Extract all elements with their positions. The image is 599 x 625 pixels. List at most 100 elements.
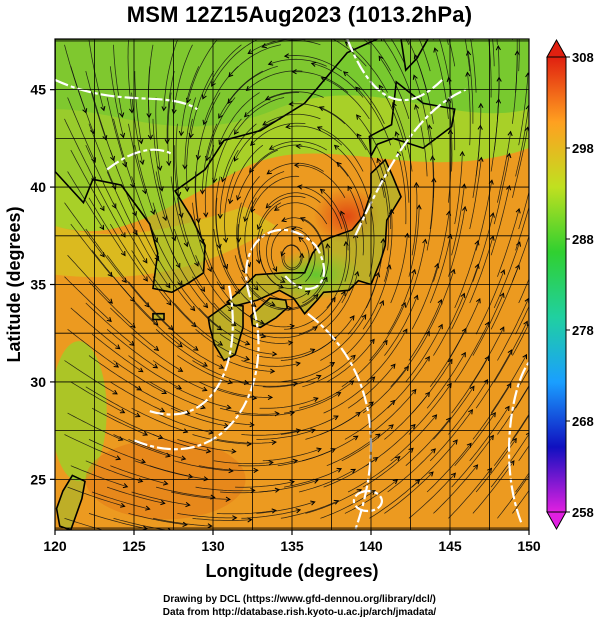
streamline	[234, 328, 293, 344]
streamline-arrow	[267, 60, 274, 66]
streamline-arrow	[455, 0, 459, 4]
streamline	[405, 324, 443, 383]
streamline	[336, 162, 367, 225]
streamline-arrow	[145, 505, 151, 511]
streamline	[128, 439, 186, 460]
streamline	[334, 145, 370, 203]
streamline-arrow	[349, 380, 355, 386]
streamline-arrow	[435, 27, 439, 31]
streamline-arrow	[228, 468, 234, 474]
streamline	[326, 241, 347, 309]
x-tick-label: 145	[438, 538, 462, 554]
streamline-arrow	[319, 188, 326, 194]
streamline	[390, 331, 430, 388]
streamline	[213, 460, 273, 464]
streamline-arrow	[233, 129, 239, 135]
streamline	[448, 39, 456, 67]
contour-line	[149, 284, 234, 416]
streamline	[259, 479, 318, 493]
streamline	[149, 307, 199, 351]
streamline-arrow	[336, 161, 342, 168]
streamline-arrow	[297, 184, 303, 190]
streamline	[429, 409, 473, 462]
streamline	[497, 208, 520, 277]
colorbar-tick-label: 278	[572, 323, 594, 338]
y-tick-label: 35	[30, 277, 46, 293]
streamline-arrow	[153, 320, 159, 326]
streamline	[238, 307, 295, 328]
streamline-arrow	[120, 502, 126, 508]
streamline	[216, 510, 276, 515]
streamline	[411, 359, 453, 414]
streamline-arrow	[142, 430, 149, 436]
streamline	[170, 176, 188, 247]
streamline	[464, 39, 471, 72]
streamline	[234, 97, 285, 135]
streamline	[454, 151, 463, 225]
streamline	[280, 415, 339, 435]
streamline-arrow	[223, 237, 229, 244]
streamline-arrow	[299, 252, 305, 259]
streamline	[106, 171, 138, 235]
streamline-arrow	[433, 47, 439, 53]
streamline	[128, 197, 159, 261]
streamline	[234, 255, 275, 306]
streamline-arrow	[376, 157, 382, 164]
streamline	[266, 192, 321, 209]
streamline	[186, 118, 193, 192]
streamline	[192, 360, 249, 384]
streamline-arrow	[113, 362, 120, 368]
streamline	[197, 92, 221, 160]
contour-line	[507, 361, 529, 523]
streamline	[166, 71, 175, 144]
streamline	[198, 307, 250, 345]
streamline	[134, 228, 171, 288]
streamline	[195, 150, 200, 223]
streamline-arrow	[488, 179, 494, 185]
streamline	[109, 223, 148, 282]
streamline	[67, 255, 113, 304]
streamline	[518, 73, 529, 146]
x-tick-label: 130	[201, 538, 225, 554]
streamline-arrow	[253, 467, 259, 474]
streamline-arrow	[473, 464, 479, 470]
streamline-arrow	[312, 326, 318, 332]
streamline	[70, 465, 128, 488]
streamline	[475, 103, 482, 177]
streamline	[362, 448, 414, 488]
streamline	[448, 379, 488, 435]
streamline	[366, 424, 416, 467]
streamline	[175, 123, 180, 197]
streamline	[113, 118, 135, 188]
streamline	[467, 51, 474, 124]
streamline-arrow	[305, 290, 311, 296]
streamline-arrow	[489, 212, 495, 218]
streamline	[356, 114, 388, 177]
streamline-arrow	[190, 305, 196, 312]
streamline-arrow	[394, 131, 400, 137]
streamline-arrow	[164, 138, 170, 145]
streamline	[85, 302, 135, 346]
streamline	[213, 302, 266, 338]
streamline	[64, 202, 105, 257]
streamline-arrow	[247, 517, 253, 523]
streamline-arrow	[438, 323, 443, 330]
streamline-arrow	[483, 379, 489, 385]
streamline	[493, 321, 528, 383]
streamline	[411, 263, 439, 330]
streamline-arrow	[211, 81, 216, 87]
streamline	[296, 145, 349, 177]
streamline	[224, 171, 236, 243]
streamline	[343, 71, 385, 124]
streamline-arrow	[232, 515, 238, 521]
streamline	[85, 228, 127, 283]
streamline	[134, 145, 155, 215]
streamline	[344, 479, 398, 514]
streamline-arrow	[533, 464, 537, 469]
streamline-arrow	[140, 458, 146, 464]
x-tick-label: 150	[517, 538, 541, 554]
streamline-arrow	[491, 411, 496, 418]
streamline	[321, 77, 370, 120]
streamline-arrow	[218, 364, 225, 369]
streamline	[113, 44, 123, 117]
